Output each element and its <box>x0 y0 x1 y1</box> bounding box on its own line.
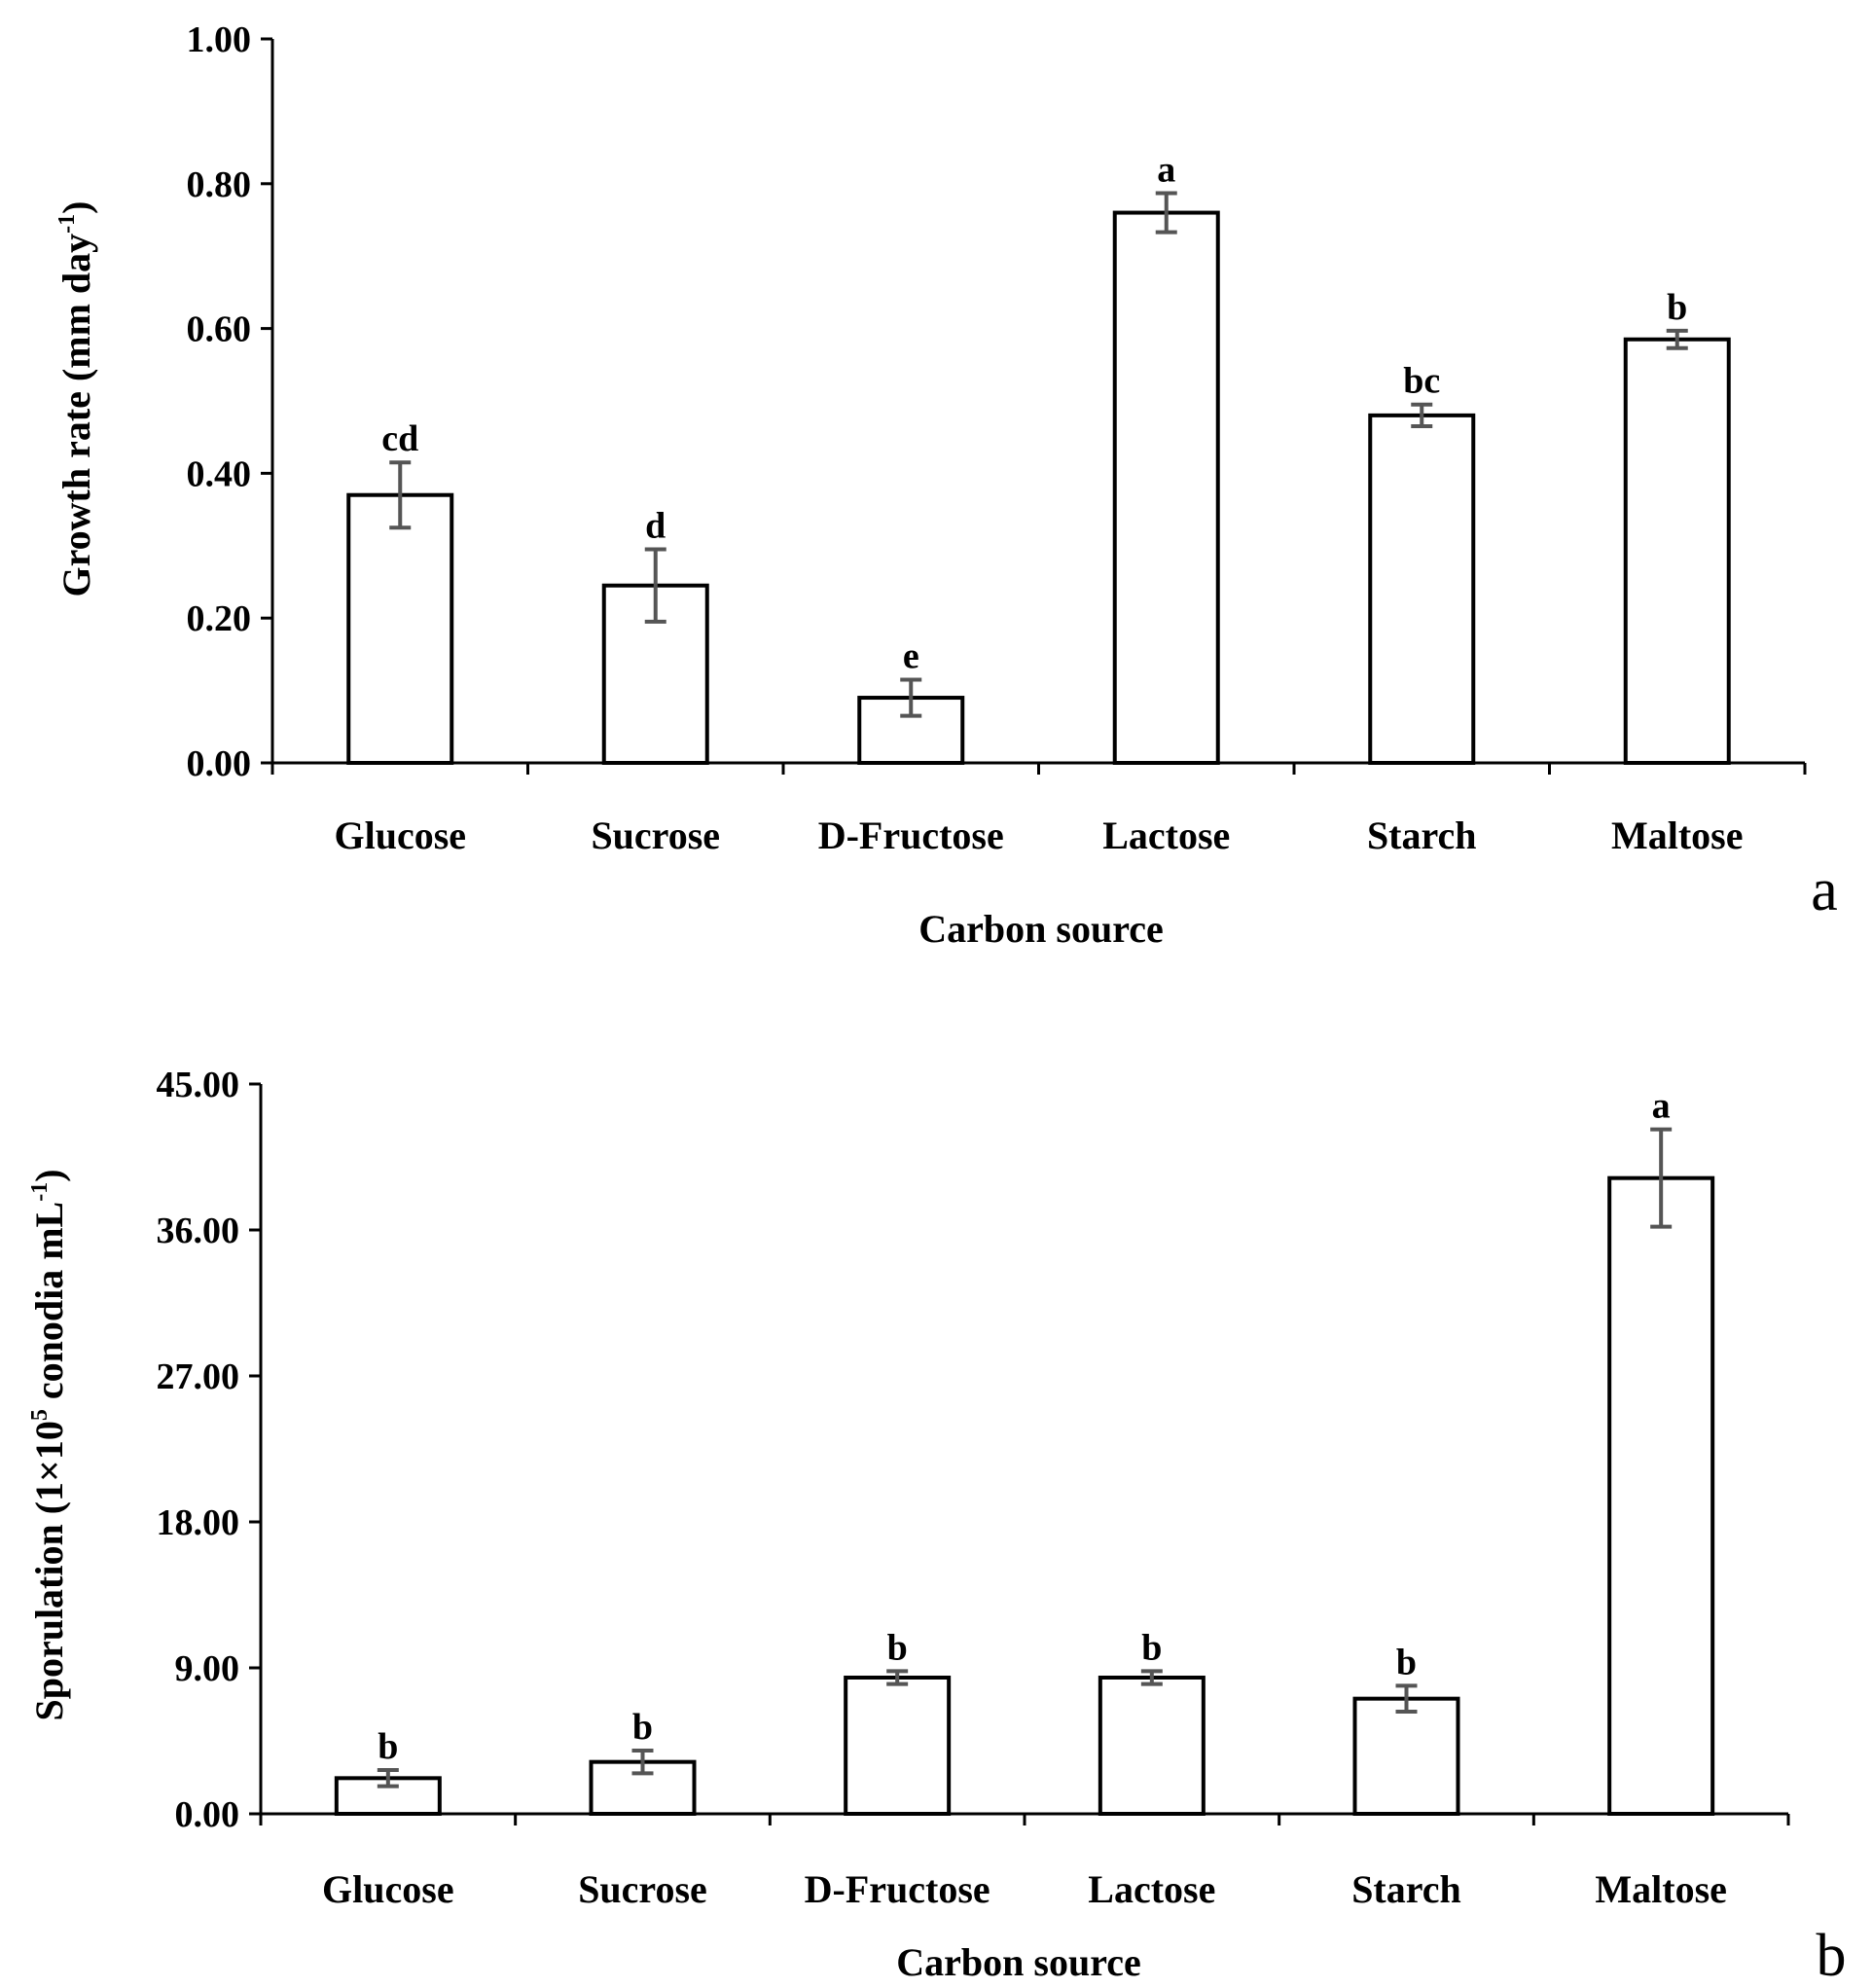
x-category-label: D-Fructose <box>818 813 1004 857</box>
y-tick-label: 27.00 <box>157 1356 240 1397</box>
bar <box>1352 1696 1460 1816</box>
significance-label: b <box>887 1627 908 1668</box>
x-category-label: Glucose <box>322 1867 454 1911</box>
panel-letter-a: a <box>1811 857 1838 923</box>
significance-label: cd <box>381 418 418 459</box>
significance-label: e <box>903 635 919 676</box>
y-axis-title-a: Growth rate (mm day-1) <box>54 201 98 597</box>
bar <box>844 1676 952 1816</box>
y-tick-label: 45.00 <box>157 1065 240 1105</box>
x-axis-title-a: Carbon source <box>918 907 1163 951</box>
x-category-label: Lactose <box>1088 1867 1215 1911</box>
bar <box>1112 210 1220 765</box>
x-axis-title-b: Carbon source <box>896 1940 1140 1984</box>
y-tick-label: 0.00 <box>187 743 252 784</box>
significance-label: d <box>645 506 666 547</box>
significance-label: b <box>1396 1642 1417 1682</box>
x-category-label: Lactose <box>1102 813 1230 857</box>
significance-label: a <box>1157 149 1175 190</box>
y-tick-label: 0.60 <box>187 309 252 350</box>
x-category-label: Starch <box>1351 1867 1461 1911</box>
y-tick-label: 36.00 <box>157 1211 240 1251</box>
significance-label: bc <box>1403 361 1440 402</box>
x-category-label: Glucose <box>334 813 466 857</box>
y-tick-label: 0.00 <box>175 1794 240 1835</box>
chart-panel-a: Growth rate (mm day-1) Carbon source a 0… <box>54 19 1838 951</box>
panel-letter-b: b <box>1817 1923 1847 1988</box>
y-tick-label: 18.00 <box>157 1502 240 1543</box>
y-tick-label: 0.40 <box>187 453 252 494</box>
x-category-label: Sucrose <box>591 813 720 857</box>
significance-label: b <box>1667 287 1687 328</box>
y-tick-label: 9.00 <box>175 1648 240 1689</box>
x-category-label: Maltose <box>1595 1867 1727 1911</box>
significance-label: b <box>632 1707 653 1748</box>
chart-panel-b: Sporulation (1×105 conodia mL-1) Carbon … <box>27 1065 1847 1988</box>
bar <box>346 492 454 765</box>
x-category-label: D-Fructose <box>805 1867 990 1911</box>
x-category-label: Starch <box>1367 813 1477 857</box>
significance-label: b <box>378 1726 398 1767</box>
significance-label: a <box>1652 1086 1671 1127</box>
y-axis-title-b: Sporulation (1×105 conodia mL-1) <box>27 1169 71 1720</box>
y-tick-label: 0.80 <box>187 164 252 205</box>
significance-label: b <box>1141 1627 1162 1668</box>
x-category-label: Sucrose <box>578 1867 707 1911</box>
bar <box>1098 1676 1206 1816</box>
bar <box>1368 413 1476 765</box>
bar <box>1623 337 1731 765</box>
y-tick-label: 1.00 <box>187 19 252 60</box>
x-category-label: Maltose <box>1611 813 1744 857</box>
bar <box>1607 1175 1715 1816</box>
y-tick-label: 0.20 <box>187 598 252 639</box>
